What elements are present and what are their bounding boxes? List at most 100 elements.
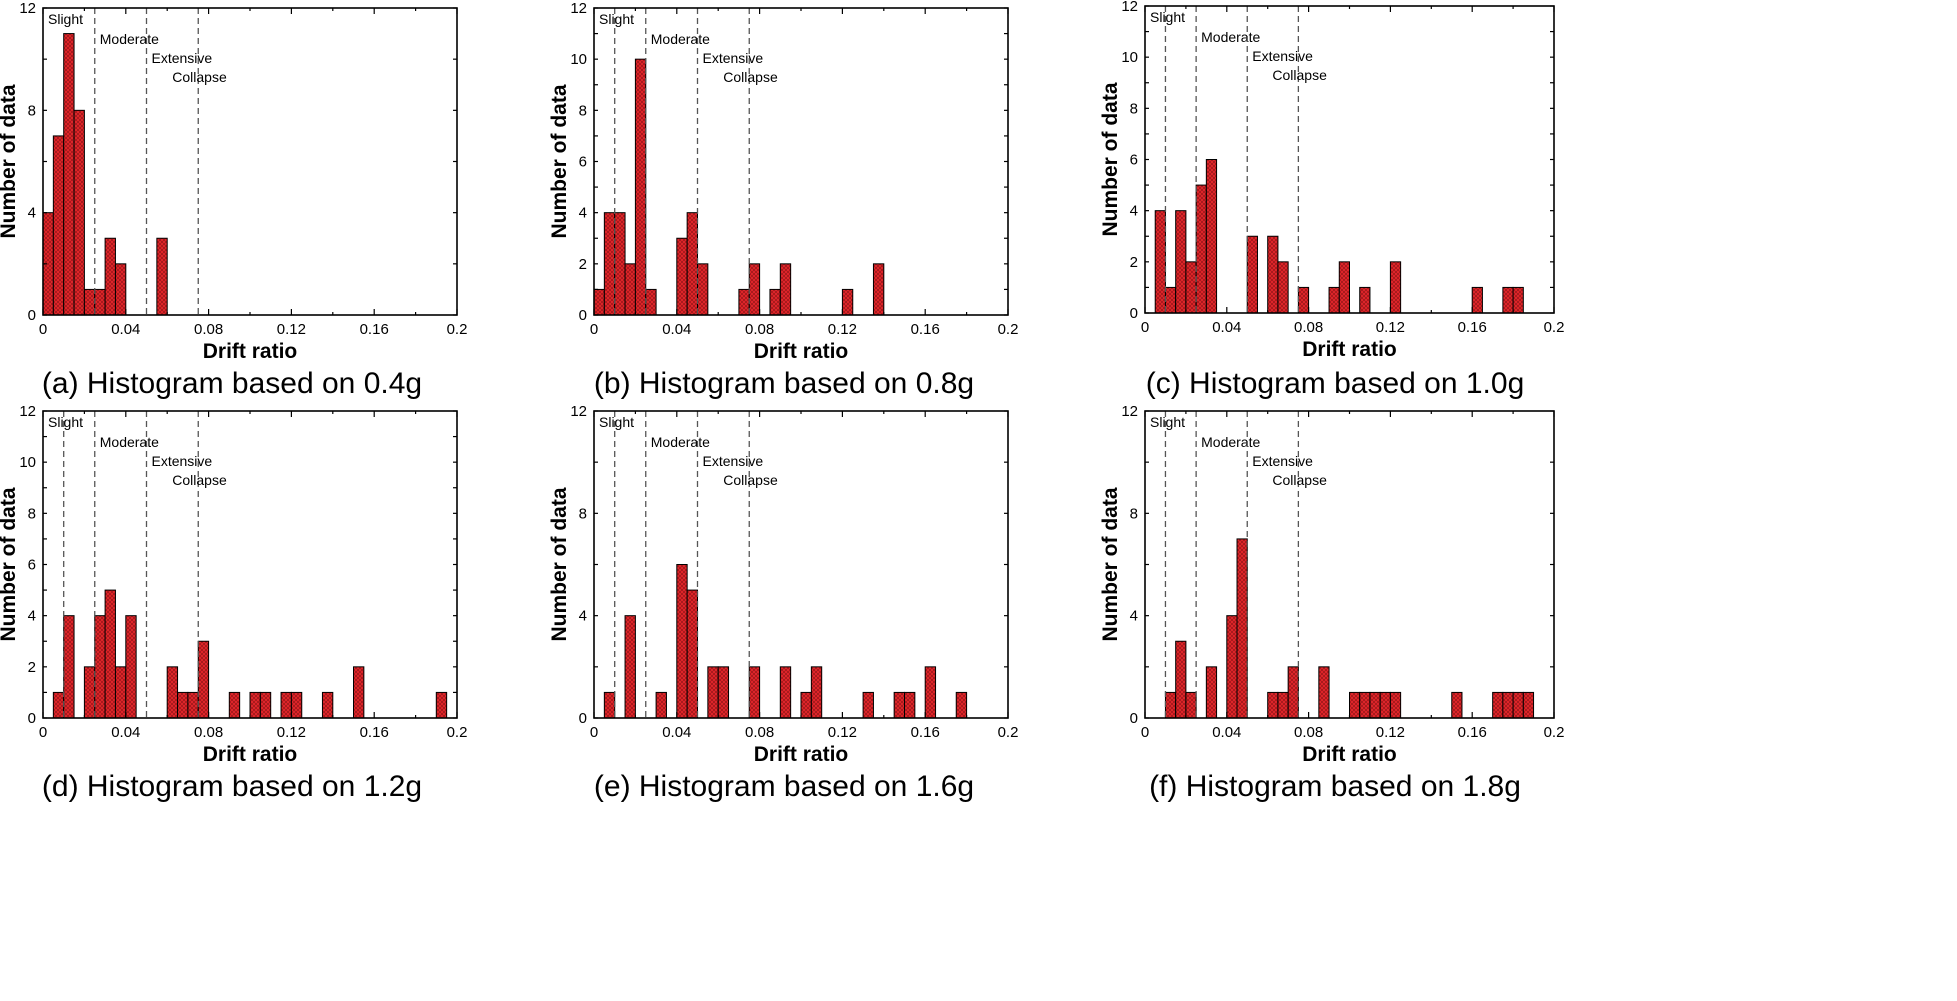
histogram-bar xyxy=(435,691,448,719)
histogram-bar xyxy=(1379,691,1391,719)
histogram-bar xyxy=(1287,666,1299,719)
x-tick-label: 0.08 xyxy=(1294,724,1323,741)
y-tick-label: 4 xyxy=(28,205,36,222)
histogram-bar xyxy=(955,691,968,719)
histogram-bar xyxy=(1512,691,1524,719)
damage-state-label-slight: Slight xyxy=(48,11,83,27)
y-tick-label: 2 xyxy=(1130,254,1138,271)
histogram-bar xyxy=(1164,691,1177,719)
damage-state-label-collapse: Collapse xyxy=(1272,67,1327,83)
y-tick-label: 8 xyxy=(28,505,36,522)
x-tick-label: 0.12 xyxy=(1376,319,1405,336)
histogram-bar xyxy=(1185,261,1197,314)
histogram-bar xyxy=(166,666,179,719)
histogram-panel-b: Slight Moderate Extensive Collapse 0 0.04 0.08… xyxy=(548,0,1018,400)
y-tick-label: 8 xyxy=(1130,100,1138,117)
x-tick-label: 0.12 xyxy=(1376,724,1405,741)
histogram-bar xyxy=(810,666,823,719)
y-tick-label: 6 xyxy=(1130,152,1138,169)
damage-state-label-moderate: Moderate xyxy=(100,31,159,47)
histogram-bar xyxy=(1205,159,1218,314)
histogram-bar xyxy=(73,109,85,316)
histogram-bar xyxy=(187,691,199,719)
histogram-bar xyxy=(1369,691,1381,719)
damage-state-label-extensive: Extensive xyxy=(1252,48,1313,64)
histogram-bar xyxy=(114,263,127,316)
y-axis-title: Number of data xyxy=(0,487,20,641)
x-tick-label: 0.04 xyxy=(662,724,691,741)
x-tick-label: 0.04 xyxy=(1212,724,1241,741)
histogram-bar xyxy=(800,691,812,719)
histogram-bar xyxy=(259,691,272,719)
y-axis-title: Number of data xyxy=(0,84,20,238)
histogram-bar xyxy=(624,263,636,316)
damage-state-label-slight: Slight xyxy=(599,414,634,430)
x-tick-label: 0 xyxy=(39,321,47,338)
histogram-bar xyxy=(177,691,189,719)
histogram-bar xyxy=(63,33,75,316)
histogram-bar xyxy=(52,135,65,316)
histogram-bar xyxy=(1318,666,1330,719)
y-tick-label: 12 xyxy=(19,0,36,17)
histogram-bar xyxy=(738,288,750,316)
histogram-bar xyxy=(1297,286,1310,314)
histogram-bar xyxy=(1175,640,1187,719)
y-tick-label: 4 xyxy=(1130,203,1138,220)
y-tick-label: 8 xyxy=(579,102,587,119)
histogram-bar xyxy=(1195,184,1207,314)
y-tick-label: 0 xyxy=(28,710,36,727)
damage-state-label-slight: Slight xyxy=(599,11,634,27)
y-tick-label: 12 xyxy=(1121,0,1138,15)
histogram-bar xyxy=(676,237,688,316)
histogram-bar xyxy=(1246,235,1258,314)
histogram-bar xyxy=(862,691,874,719)
histogram-bar xyxy=(779,666,792,719)
histogram-bar xyxy=(1471,286,1483,314)
x-tick-label: 0.16 xyxy=(360,321,389,338)
histogram-bar xyxy=(634,58,647,316)
y-tick-label: 0 xyxy=(1130,710,1138,727)
histogram-bar xyxy=(1205,666,1218,719)
histogram-bar xyxy=(717,666,730,719)
histogram-bar xyxy=(114,666,127,719)
x-tick-label: 0.12 xyxy=(828,321,857,338)
y-tick-label: 10 xyxy=(570,51,587,68)
histogram-bar xyxy=(676,564,688,719)
x-tick-label: 0.12 xyxy=(277,724,306,741)
damage-state-label-slight: Slight xyxy=(1150,9,1185,25)
histogram-bar xyxy=(249,691,261,719)
histogram-bar xyxy=(1512,286,1524,314)
histogram-bar xyxy=(924,666,937,719)
x-axis-title: Drift ratio xyxy=(1302,338,1397,361)
histogram-bar xyxy=(748,263,761,316)
x-tick-label: 0.16 xyxy=(911,724,940,741)
histogram-bar xyxy=(1154,210,1166,314)
x-tick-label: 0.12 xyxy=(277,321,306,338)
histogram-bar xyxy=(156,237,168,316)
histogram-bar xyxy=(645,288,657,316)
histogram-bar xyxy=(1338,261,1351,314)
panel-caption: (e) Histogram based on 1.6g xyxy=(594,770,974,803)
histogram-bar xyxy=(83,666,96,719)
y-tick-label: 0 xyxy=(579,307,587,324)
panel-caption: (c) Histogram based on 1.0g xyxy=(1146,367,1525,400)
damage-state-label-extensive: Extensive xyxy=(152,50,213,66)
histogram-bar xyxy=(1522,691,1535,719)
histogram-bar xyxy=(52,691,65,719)
histogram-bar xyxy=(769,288,781,316)
damage-state-label-extensive: Extensive xyxy=(152,453,213,469)
x-tick-label: 0 xyxy=(39,724,47,741)
y-tick-label: 12 xyxy=(570,0,587,17)
histogram-bar xyxy=(1277,261,1289,314)
panel-caption: (a) Histogram based on 0.4g xyxy=(42,367,422,400)
histogram-bar xyxy=(353,666,365,719)
histogram-bar xyxy=(197,640,210,719)
x-axis-title: Drift ratio xyxy=(1302,743,1397,766)
damage-state-label-moderate: Moderate xyxy=(1201,434,1260,450)
histogram-panel-a: Slight Moderate Extensive Collapse 0 0.04 0.08… xyxy=(0,0,467,400)
y-axis-title: Number of data xyxy=(1099,487,1122,641)
x-axis-title: Drift ratio xyxy=(754,340,849,363)
histogram-panel-c: Slight Moderate Extensive Collapse 0 0.04 0.08… xyxy=(1099,0,1564,400)
y-tick-label: 4 xyxy=(28,608,36,625)
